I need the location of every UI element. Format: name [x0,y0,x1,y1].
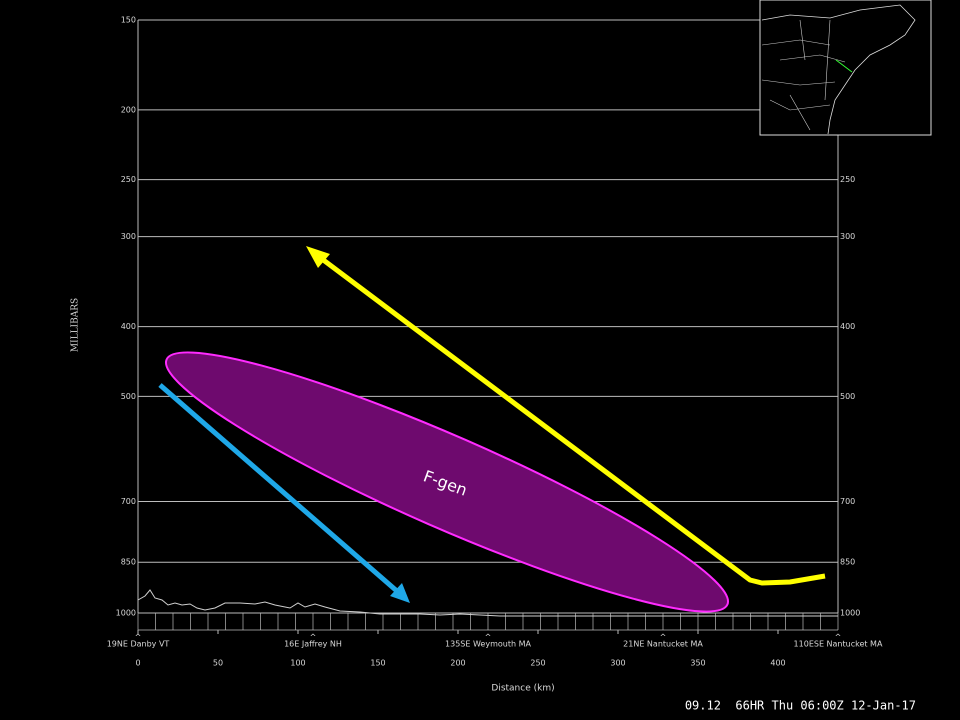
x-tick-label: 300 [610,659,625,668]
x-tick-label: 0 [135,659,140,668]
terrain-profile [137,589,838,617]
y-tick-label: 850 [121,558,136,567]
y-tick-label-right: 300 [840,232,855,241]
x-tick-label: 200 [450,659,465,668]
fgen-ellipse [164,351,730,613]
y-tick-label-right: 1000 [840,609,860,618]
y-tick-label-right: 700 [840,497,855,506]
y-tick-label: 700 [121,497,136,506]
y-tick-label: 500 [121,392,136,401]
x-tick-label: 400 [770,659,785,668]
location-caret: ^ [835,633,842,642]
x-axis-title: Distance (km) [491,684,554,694]
y-tick-label-right: 400 [840,322,855,331]
inset-map [759,0,932,136]
location-label: 135SE Weymouth MA [445,640,531,649]
blue-arrow [158,383,410,603]
y-tick-label-right: 250 [840,175,855,184]
x-tick-label: 150 [370,659,385,668]
y-tick-label: 1000 [116,609,136,618]
location-label: 19NE Danby VT [107,640,170,649]
x-tick-label: 100 [290,659,305,668]
x-tick-label: 350 [690,659,705,668]
y-axis-title: MILLIBARS [71,298,81,352]
y-tick-label: 150 [121,16,136,25]
location-label: 16E Jaffrey NH [284,640,342,649]
y-tick-label: 300 [121,232,136,241]
footer-text: 09.12 66HR Thu 06:00Z 12-Jan-17 [685,699,916,713]
location-caret: ^ [485,633,492,642]
location-caret: ^ [660,633,667,642]
x-tick-label: 50 [213,659,223,668]
y-tick-label: 250 [121,175,136,184]
y-tick-label-right: 850 [840,558,855,567]
y-tick-label: 200 [121,105,136,114]
location-caret: ^ [135,633,142,642]
x-tick-label: 250 [530,659,545,668]
y-tick-label-right: 500 [840,392,855,401]
location-caret: ^ [310,633,317,642]
location-label: 110ESE Nantucket MA [794,640,883,649]
y-tick-label: 400 [121,322,136,331]
location-label: 21NE Nantucket MA [623,640,703,649]
yellow-arrow [306,246,826,586]
